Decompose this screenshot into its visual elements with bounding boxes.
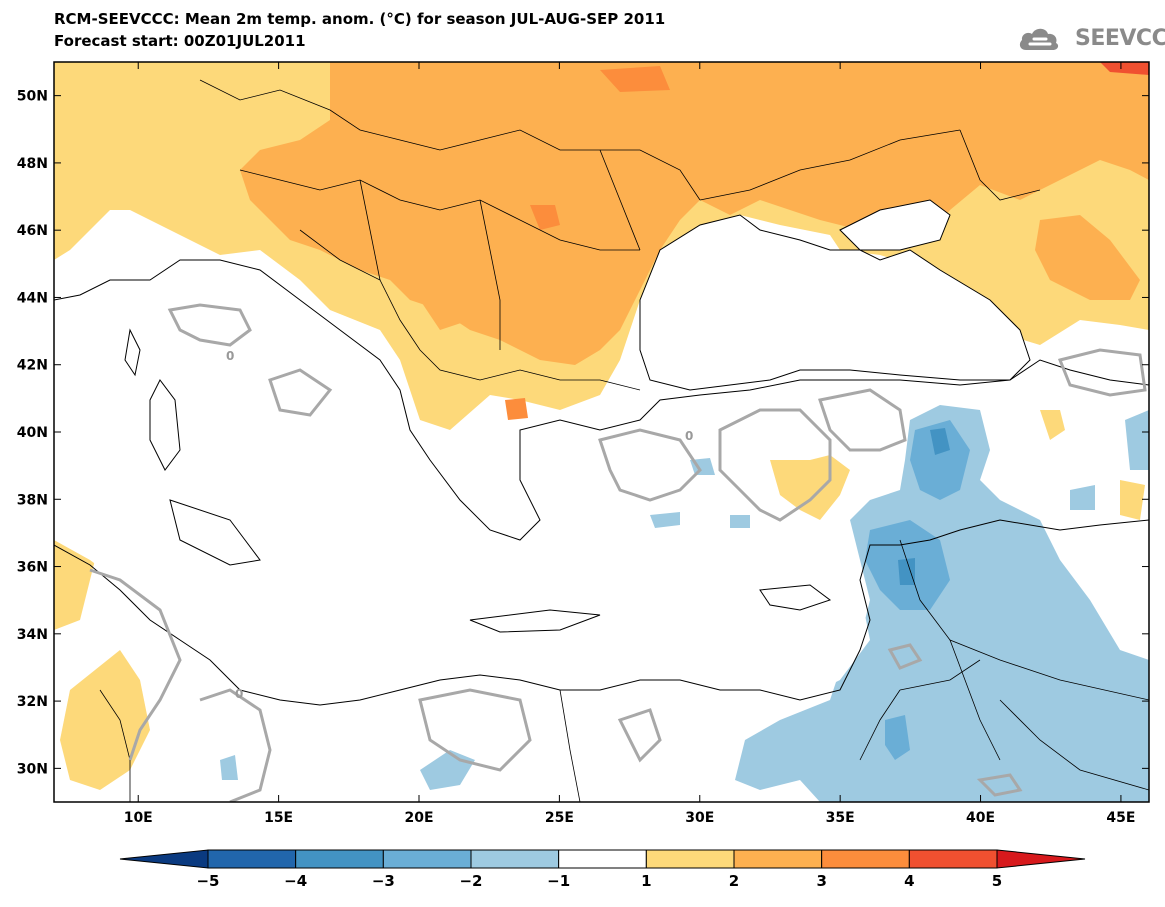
lat-tick-label: 32N <box>17 694 48 710</box>
anomaly-region-positive <box>1120 480 1145 520</box>
colorbar: −5 −4 −3 −2 −1 1 2 3 4 5 <box>119 849 1086 890</box>
colorbar-label: −4 <box>284 872 307 890</box>
anomaly-region-negative-strong <box>885 715 910 760</box>
map-area: 0 0 0 <box>54 62 1149 802</box>
lon-tick-label: 20E <box>404 810 433 826</box>
lat-tick-label: 46N <box>17 223 48 239</box>
logo-text: SEEVCCC <box>1075 26 1165 51</box>
colorbar-label: 2 <box>729 872 739 890</box>
lon-tick-label: 40E <box>966 810 995 826</box>
colorbar-swatch <box>733 849 823 869</box>
contour-label: 0 <box>226 349 234 363</box>
anomaly-region-positive-hot <box>600 66 670 92</box>
forecast-start-label: Forecast start: 00Z01JUL2011 <box>54 32 306 50</box>
colorbar-arrow-low <box>119 849 209 869</box>
colorbar-swatch <box>558 849 647 869</box>
lon-tick-label: 25E <box>545 810 574 826</box>
colorbar-label: −2 <box>459 872 482 890</box>
colorbar-label: 3 <box>816 872 826 890</box>
lon-tick-label: 30E <box>685 810 714 826</box>
anomaly-region-negative <box>730 515 750 528</box>
anomaly-region-negative <box>650 512 680 528</box>
sea-of-azov <box>839 199 951 251</box>
anomaly-region-positive-strong <box>1035 215 1140 300</box>
lat-tick-label: 50N <box>17 89 48 105</box>
longitude-axis: 10E 15E 20E 25E 30E 35E 40E 45E <box>124 62 1135 826</box>
colorbar-swatch <box>908 849 998 869</box>
lat-tick-label: 42N <box>17 358 48 374</box>
lon-tick-label: 45E <box>1106 810 1135 826</box>
colorbar-label: −3 <box>372 872 395 890</box>
anomaly-region-negative <box>1125 410 1149 470</box>
country-borders <box>99 79 1149 802</box>
lat-tick-label: 36N <box>17 560 48 576</box>
map-title: RCM-SEEVCCC: Mean 2m temp. anom. (°C) fo… <box>54 10 666 28</box>
lat-tick-label: 38N <box>17 492 48 508</box>
coastlines <box>54 259 1149 706</box>
anomaly-region-positive <box>1040 410 1065 440</box>
contour-label: 0 <box>685 429 693 443</box>
anomaly-region-positive-hot <box>530 205 560 230</box>
colorbar-swatch <box>470 849 560 869</box>
anomaly-region-negative-strong <box>898 558 915 585</box>
zero-contours <box>89 303 1147 802</box>
adriatic-sea <box>220 260 400 420</box>
anomaly-region-negative <box>1070 485 1095 510</box>
lat-tick-label: 48N <box>17 156 48 172</box>
lat-tick-label: 44N <box>17 290 48 306</box>
lon-tick-label: 35E <box>826 810 855 826</box>
anomaly-region-positive-strong <box>240 62 1149 365</box>
colorbar-swatch <box>821 849 910 869</box>
anomaly-region-negative <box>220 755 238 780</box>
colorbar-label: −5 <box>196 872 219 890</box>
lon-tick-label: 10E <box>124 810 153 826</box>
lat-tick-label: 30N <box>17 761 48 777</box>
colorbar-label: −1 <box>547 872 570 890</box>
contour-label: 0 <box>235 687 243 701</box>
cloud-icon <box>1019 28 1059 50</box>
lat-tick-label: 40N <box>17 425 48 441</box>
anomaly-region-positive <box>60 650 150 790</box>
anomaly-region-negative-strong <box>930 428 950 455</box>
colorbar-swatch <box>645 849 735 869</box>
anomaly-region-negative <box>735 405 1149 802</box>
colorbar-swatch <box>295 849 384 869</box>
anomaly-region-positive-hot <box>1100 62 1149 75</box>
anomaly-region-negative-strong <box>910 420 970 500</box>
anomaly-region-positive-hot <box>505 398 528 420</box>
colorbar-swatch <box>207 849 297 869</box>
lon-tick-label: 15E <box>264 810 293 826</box>
latitude-axis: 50N 48N 46N 44N 42N 40N 38N 36N 34N 32N 30N <box>17 89 1149 777</box>
mediterranean-sea <box>54 300 870 700</box>
colorbar-arrow-high <box>996 849 1086 869</box>
anomaly-region-positive-strong <box>420 295 470 330</box>
aegean-sea <box>520 420 620 540</box>
colorbar-label: 4 <box>904 872 914 890</box>
colorbar-label: 5 <box>992 872 1002 890</box>
colorbar-swatch <box>382 849 472 869</box>
black-sea <box>639 214 1031 391</box>
colorbar-label: 1 <box>641 872 651 890</box>
lat-tick-label: 34N <box>17 627 48 643</box>
